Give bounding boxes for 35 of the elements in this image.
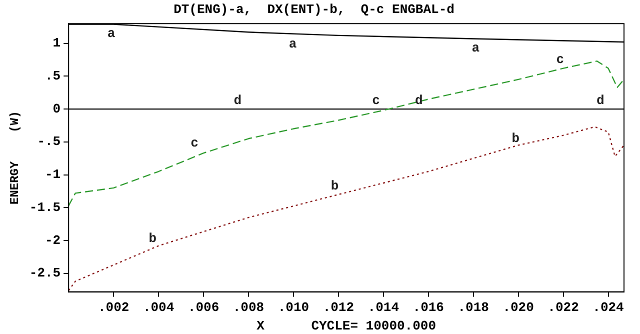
- annotation: c: [556, 52, 564, 68]
- annotation: b: [330, 178, 339, 194]
- annotation: c: [190, 136, 199, 151]
- annotation: a: [472, 40, 480, 56]
- y-tick-label: .5: [44, 68, 61, 84]
- y-tick-label: -2: [44, 232, 61, 248]
- x-tick-label: .008: [232, 300, 264, 315]
- x-axis-title: X CYCLE= 10000.000: [256, 318, 436, 334]
- x-tick-label: .002: [98, 300, 130, 315]
- x-tick-label: .016: [412, 300, 444, 315]
- y-tick-label: -.5: [37, 134, 61, 150]
- annotation: d: [415, 92, 423, 108]
- annotation: b: [148, 230, 157, 246]
- x-tick-label: .006: [188, 300, 220, 315]
- annotation: d: [596, 92, 604, 108]
- annotation: d: [234, 92, 242, 108]
- annotation: a: [107, 26, 116, 42]
- x-tick-label: .010: [278, 300, 310, 315]
- y-tick-label: 0: [52, 101, 61, 116]
- x-tick-label: .004: [142, 300, 174, 315]
- y-tick-label: 1: [52, 36, 61, 51]
- x-tick-label: .018: [458, 300, 490, 315]
- annotation: c: [372, 92, 380, 108]
- y-tick-label: -1.5: [29, 200, 61, 215]
- annotation: a: [288, 36, 297, 52]
- annotation: b: [512, 130, 520, 146]
- x-tick-label: .020: [502, 300, 534, 315]
- y-tick-label: -1: [44, 167, 61, 182]
- y-axis-title: ENERGY (W): [8, 110, 22, 205]
- x-tick-label: .014: [368, 300, 400, 315]
- y-tick-label: -2.5: [29, 266, 61, 281]
- x-tick-label: .012: [322, 300, 354, 315]
- x-tick-label: .022: [548, 300, 580, 315]
- x-tick-label: .024: [592, 300, 624, 315]
- chart-title: DT(ENG)-a, DX(ENT)-b, Q-c ENGBAL-d: [174, 2, 454, 18]
